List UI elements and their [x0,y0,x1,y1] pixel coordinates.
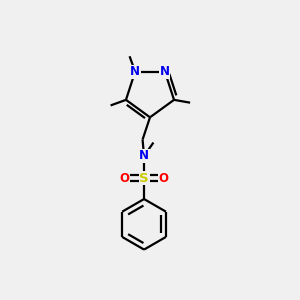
Text: S: S [139,172,149,185]
Text: O: O [120,172,130,185]
Text: N: N [139,149,149,162]
Text: O: O [158,172,168,185]
Text: N: N [160,65,170,78]
Text: N: N [130,65,140,78]
